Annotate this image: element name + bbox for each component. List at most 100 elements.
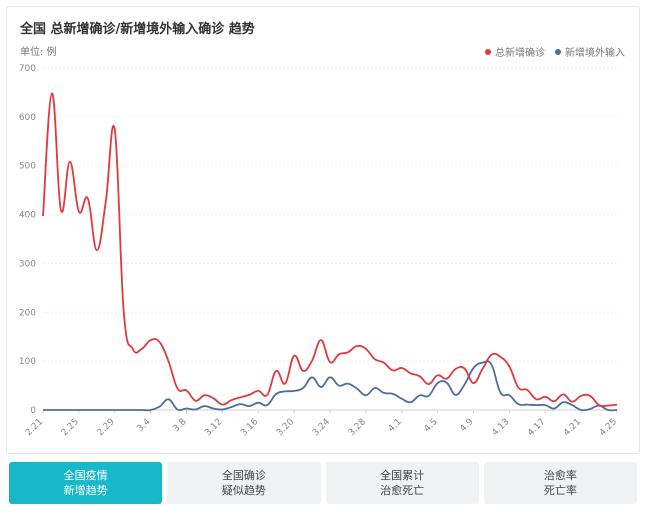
data-point-total <box>392 369 394 371</box>
data-point-imported <box>607 409 609 411</box>
data-point-imported <box>392 393 394 395</box>
data-point-total <box>454 368 456 370</box>
data-point-imported <box>427 395 429 397</box>
x-tick-label: 2.21 <box>24 417 45 438</box>
legend-dot-total <box>485 48 491 55</box>
tab-bar: 全国疫情 新增趋势 全国确诊 疑似趋势 全国累计 治愈死亡 治愈率 死亡率 <box>9 462 637 504</box>
data-point-total <box>463 367 465 369</box>
data-point-total <box>526 389 528 391</box>
data-point-imported <box>401 398 403 400</box>
tab-new-trend-line2: 新增趋势 <box>63 484 108 497</box>
y-tick-label: 100 <box>19 357 36 367</box>
data-point-total <box>284 382 286 384</box>
data-point-total <box>123 310 125 312</box>
data-point-total <box>311 359 313 361</box>
tab-cumulative[interactable]: 全国累计 治愈死亡 <box>325 462 479 504</box>
data-point-total <box>203 394 205 396</box>
data-point-imported <box>185 407 187 409</box>
data-point-total <box>347 351 349 353</box>
data-point-imported <box>284 390 286 392</box>
x-tick-label: 3.20 <box>275 417 296 438</box>
data-point-imported <box>499 391 501 393</box>
data-point-total <box>302 370 304 372</box>
data-point-imported <box>320 386 322 388</box>
data-point-imported <box>553 407 555 409</box>
x-tick-label: 3.8 <box>171 417 188 434</box>
x-tick-label: 3.4 <box>136 417 153 434</box>
data-point-imported <box>616 409 618 411</box>
data-point-imported <box>69 409 71 411</box>
data-point-imported <box>329 376 331 378</box>
data-point-total <box>149 339 151 341</box>
data-point-total <box>598 404 600 406</box>
data-point-imported <box>78 409 80 411</box>
data-point-total <box>239 396 241 398</box>
data-point-imported <box>42 409 44 411</box>
data-point-total <box>51 92 53 94</box>
data-point-total <box>553 400 555 402</box>
data-point-imported <box>105 409 107 411</box>
data-point-total <box>78 210 80 212</box>
x-tick-label: 4.5 <box>423 417 440 434</box>
data-point-imported <box>311 376 313 378</box>
y-tick-label: 300 <box>19 259 36 269</box>
data-point-imported <box>275 393 277 395</box>
data-point-imported <box>589 408 591 410</box>
data-point-total <box>356 345 358 347</box>
legend-item-total[interactable]: 总新增确诊 <box>485 44 545 59</box>
data-point-total <box>490 354 492 356</box>
data-point-total <box>445 378 447 380</box>
data-point-imported <box>212 407 214 409</box>
data-point-imported <box>338 384 340 386</box>
y-tick-label: 600 <box>19 113 36 123</box>
data-point-total <box>329 361 331 363</box>
chart-legend: 总新增确诊 新增境外输入 <box>485 44 625 59</box>
data-point-imported <box>114 409 116 411</box>
tab-confirmed-suspected[interactable]: 全国确诊 疑似趋势 <box>167 462 321 504</box>
data-point-imported <box>374 387 376 389</box>
x-tick-label: 2.29 <box>96 417 117 438</box>
x-tick-label: 3.24 <box>311 417 332 438</box>
data-point-total <box>185 389 187 391</box>
data-point-imported <box>87 409 89 411</box>
data-point-total <box>544 396 546 398</box>
series-line-imported <box>43 360 618 412</box>
legend-item-imported[interactable]: 新增境外输入 <box>555 44 625 59</box>
data-point-imported <box>51 409 53 411</box>
data-point-total <box>42 215 44 217</box>
y-tick-label: 400 <box>19 211 36 221</box>
y-tick-label: 0 <box>30 406 36 416</box>
data-point-total <box>365 348 367 350</box>
data-point-total <box>114 129 116 131</box>
tab-rates-line2: 死亡率 <box>543 484 577 497</box>
chart-card: 全国 总新增确诊/新增境外输入确诊 趋势 单位: 例 总新增确诊 新增境外输入 <box>6 6 640 454</box>
tab-new-trend[interactable]: 全国疫情 新增趋势 <box>9 462 163 504</box>
data-point-imported <box>140 409 142 411</box>
data-point-imported <box>239 403 241 405</box>
data-point-total <box>293 355 295 357</box>
y-tick-label: 700 <box>19 64 36 74</box>
data-point-total <box>589 395 591 397</box>
data-point-total <box>535 398 537 400</box>
legend-label-total: 总新增确诊 <box>495 48 545 59</box>
data-point-total <box>248 394 250 396</box>
x-tick-label: 4.13 <box>490 417 511 438</box>
data-point-total <box>472 382 474 384</box>
data-point-total <box>140 348 142 350</box>
data-point-total <box>221 403 223 405</box>
unit-label: 单位: 例 <box>20 47 57 58</box>
tab-rates[interactable]: 治愈率 死亡率 <box>483 462 637 504</box>
x-tick-label: 4.21 <box>562 417 583 438</box>
data-point-total <box>257 390 259 392</box>
data-point-imported <box>356 387 358 389</box>
tab-new-trend-line1: 全国疫情 <box>63 469 108 482</box>
data-point-imported <box>158 405 160 407</box>
data-point-imported <box>266 404 268 406</box>
tab-cumulative-line1: 全国累计 <box>380 469 425 482</box>
legend-label-imported: 新增境外输入 <box>565 48 625 59</box>
data-point-imported <box>365 394 367 396</box>
series-line-total <box>42 92 618 408</box>
data-point-imported <box>544 404 546 406</box>
x-tick-label: 4.25 <box>598 417 619 438</box>
data-point-imported <box>463 383 465 385</box>
